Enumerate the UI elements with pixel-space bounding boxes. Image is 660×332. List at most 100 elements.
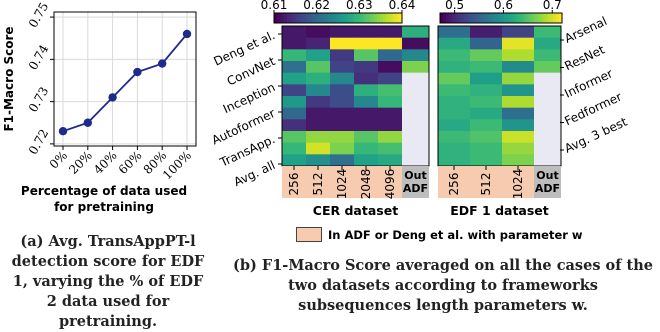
cer-cell bbox=[330, 72, 355, 85]
cer-out-cell bbox=[402, 61, 429, 74]
cer-colorbar-segment bbox=[334, 13, 339, 23]
edf-colorbar-tick-label: 0.7 bbox=[543, 0, 562, 12]
legend: In ADF or Deng et al. with parameter w bbox=[296, 227, 583, 242]
cer-out-cell bbox=[402, 119, 429, 132]
cer-cell bbox=[282, 142, 307, 155]
cer-colorbar-segment bbox=[350, 13, 355, 23]
cer-colorbar-segment bbox=[280, 13, 284, 23]
cer-colorbar-segment bbox=[318, 13, 323, 23]
edf-colorbar-segment bbox=[519, 13, 523, 23]
edf-cell bbox=[470, 96, 503, 109]
edf-out-cell bbox=[534, 49, 561, 62]
edf-out-band bbox=[534, 166, 561, 198]
cer-cell bbox=[354, 61, 379, 74]
cer-cell bbox=[354, 154, 379, 167]
edf-cell bbox=[470, 154, 503, 167]
edf-out-cell bbox=[534, 61, 561, 74]
edf-cell bbox=[470, 26, 503, 39]
cer-cell bbox=[378, 72, 403, 85]
edf-out-cell bbox=[534, 96, 561, 109]
y-axis-label: F1-Macro Score bbox=[2, 26, 16, 131]
edf-colorbar-segment bbox=[476, 13, 481, 23]
cer-colorbar-segment bbox=[328, 13, 332, 23]
edf-colorbar-segment bbox=[549, 13, 554, 23]
cer-cell bbox=[354, 49, 379, 62]
cer-cell bbox=[354, 96, 379, 109]
edf-cell bbox=[438, 37, 471, 50]
edf-colorbar-segment bbox=[482, 13, 487, 23]
edf-colorbar-frame bbox=[439, 12, 563, 24]
cer-cell bbox=[354, 142, 379, 155]
edf-out-cell bbox=[534, 131, 561, 144]
cer-col-label: 2048 bbox=[359, 169, 373, 200]
edf-colorbar-segment bbox=[470, 13, 474, 23]
edf-cell bbox=[470, 37, 503, 50]
edf-colorbar-segment bbox=[494, 13, 499, 23]
edf-colorbar-segment bbox=[491, 13, 496, 23]
edf-colorbar-segment bbox=[522, 13, 526, 23]
cer-cell bbox=[330, 107, 355, 120]
cer-cell bbox=[378, 61, 403, 74]
edf-colorbar-segment bbox=[443, 13, 447, 23]
edf-colorbar-segment bbox=[510, 13, 514, 23]
edf-cell bbox=[438, 119, 471, 132]
cer-cell bbox=[306, 107, 331, 120]
edf-out-cell bbox=[534, 119, 561, 132]
x-tick-label: 60% bbox=[116, 148, 145, 177]
edf-col-label: 1024 bbox=[511, 169, 525, 200]
edf-cell bbox=[438, 49, 471, 62]
y-tick-label: 0.73 bbox=[26, 85, 51, 115]
edf-colorbar-segment bbox=[534, 13, 538, 23]
edf-out-cell bbox=[534, 84, 561, 97]
edf-cell bbox=[502, 96, 535, 109]
figure-canvas: 0.720.730.740.750%20%40%60%80%100%F1-Mac… bbox=[2, 0, 629, 218]
cer-out-cell bbox=[402, 96, 429, 109]
cer-cell bbox=[378, 37, 403, 50]
edf-cell bbox=[438, 61, 471, 74]
cer-out-cell bbox=[402, 49, 429, 62]
x-axis-label: for pretraining bbox=[54, 200, 154, 214]
cer-cell bbox=[330, 96, 355, 109]
cer-colorbar-segment bbox=[373, 13, 377, 23]
cer-out-cell bbox=[402, 154, 429, 167]
edf-cell bbox=[470, 49, 503, 62]
legend-label: In ADF or Deng et al. with parameter w bbox=[328, 227, 583, 242]
cer-cell bbox=[354, 84, 379, 97]
edf-cell bbox=[470, 119, 503, 132]
cer-cell bbox=[354, 119, 379, 132]
cer-cell bbox=[330, 49, 355, 62]
edf-out-label: Out bbox=[536, 169, 558, 182]
edf-colorbar-segment bbox=[558, 13, 563, 23]
cer-colorbar-segment bbox=[293, 13, 297, 23]
edf-out-cell bbox=[534, 154, 561, 167]
edf-title: EDF 1 dataset bbox=[450, 203, 549, 218]
cer-colorbar-segment bbox=[392, 13, 396, 23]
edf-colorbar-segment bbox=[546, 13, 551, 23]
cer-colorbar-segment bbox=[283, 13, 288, 23]
data-point bbox=[158, 59, 167, 68]
edf-colorbar-segment bbox=[479, 13, 484, 23]
cer-colorbar-segment bbox=[286, 13, 291, 23]
edf-cell bbox=[502, 131, 535, 144]
edf-colorbar-segment bbox=[446, 13, 450, 23]
edf-colorbar-segment bbox=[461, 13, 465, 23]
cer-cell bbox=[306, 154, 331, 167]
edf-cell bbox=[438, 107, 471, 120]
cer-colorbar-segment bbox=[331, 13, 336, 23]
cer-colorbar-segment bbox=[274, 13, 278, 23]
cer-cell bbox=[330, 131, 355, 144]
cer-cell bbox=[282, 72, 307, 85]
cer-colorbar-segment bbox=[299, 13, 304, 23]
cer-cell bbox=[378, 49, 403, 62]
cer-cell bbox=[330, 84, 355, 97]
edf-colorbar-segment bbox=[449, 13, 453, 23]
data-point bbox=[182, 29, 192, 39]
edf-cell bbox=[470, 142, 503, 155]
cer-cell bbox=[378, 154, 403, 167]
edf-out-cell bbox=[534, 107, 561, 120]
cer-colorbar-segment bbox=[363, 13, 368, 23]
edf-colorbar-segment bbox=[467, 13, 471, 23]
cer-colorbar-segment bbox=[360, 13, 364, 23]
cer-colorbar-segment bbox=[302, 13, 307, 23]
cer-colorbar-segment bbox=[354, 13, 358, 23]
